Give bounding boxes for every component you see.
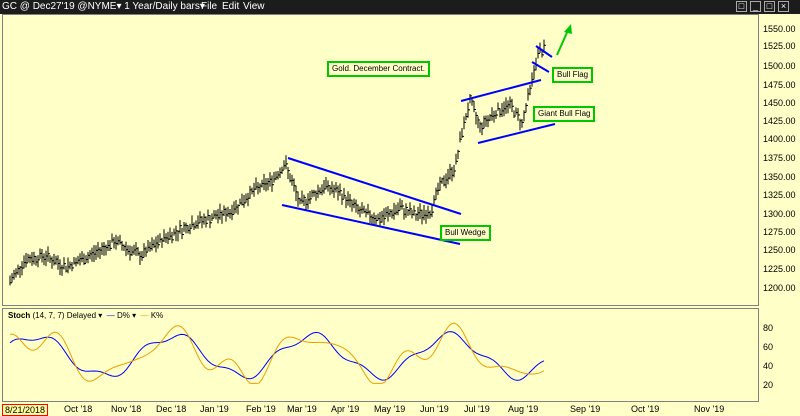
bull-flag-annotation: Bull Flag: [552, 67, 594, 83]
x-tick-label: Feb '19: [246, 404, 276, 414]
stoch-k-line: [10, 322, 545, 384]
x-tick-label: May '19: [374, 404, 406, 414]
x-tick-label: Jun '19: [420, 404, 449, 414]
k-legend-label: K%: [150, 311, 164, 320]
stoch-title: Stoch: [8, 311, 31, 320]
stoch-y-tick-label: 60: [763, 342, 774, 352]
k-legend-swatch: —: [140, 311, 149, 320]
stoch-d-line: [9, 331, 545, 381]
x-tick-label: Oct '18: [64, 404, 93, 414]
y-tick-label: 1500.00: [763, 61, 796, 71]
y-tick-label: 1425.00: [763, 116, 796, 126]
wedge-lower-trendline: [281, 204, 461, 245]
x-tick-label: Sep '19: [570, 404, 601, 414]
y-tick-label: 1550.00: [763, 24, 796, 34]
d-legend-label: D%: [117, 311, 130, 320]
stoch-legend: Stoch (14, 7, 7) Delayed ▾ — D% ▾ — K%: [8, 311, 163, 321]
y-tick-label: 1200.00: [763, 283, 796, 293]
y-tick-label: 1450.00: [763, 98, 796, 108]
x-tick-label: Jan '19: [200, 404, 229, 414]
y-tick-label: 1350.00: [763, 172, 796, 182]
arrow-head-icon: [564, 24, 572, 34]
flag-upper-trendline: [535, 45, 553, 58]
flag-lower-trendline: [531, 61, 550, 73]
y-tick-label: 1275.00: [763, 227, 796, 237]
stoch-y-tick-label: 20: [763, 380, 774, 390]
giant-flag-upper-trendline: [460, 79, 542, 102]
y-tick-label: 1250.00: [763, 245, 796, 255]
bull-wedge-annotation: Bull Wedge: [440, 225, 491, 241]
menu-edit[interactable]: Edit: [222, 1, 240, 12]
close-icon[interactable]: ×: [778, 1, 789, 12]
dropdown-icon[interactable]: ▾: [98, 311, 103, 320]
price-bars: [9, 39, 546, 286]
x-tick-label: Mar '19: [287, 404, 317, 414]
stoch-y-tick-label: 80: [763, 323, 774, 333]
y-tick-label: 1300.00: [763, 209, 796, 219]
chart-title-bar: GC @ Dec27'19 @NYME▾ 1 Year/Daily bars▾ …: [0, 0, 800, 14]
stoch-params: (14, 7, 7) Delayed: [32, 311, 97, 320]
stoch-y-tick-label: 40: [763, 361, 774, 371]
x-tick-label: Jul '19: [464, 404, 490, 414]
y-tick-label: 1475.00: [763, 80, 796, 90]
x-tick-label: Nov '19: [694, 404, 725, 414]
y-tick-label: 1525.00: [763, 41, 796, 51]
x-tick-label: Apr '19: [331, 404, 360, 414]
y-tick-label: 1400.00: [763, 134, 796, 144]
x-tick-label: Aug '19: [508, 404, 539, 414]
y-tick-label: 1225.00: [763, 264, 796, 274]
expand-icon[interactable]: □: [764, 1, 775, 12]
symbol-selector[interactable]: GC @ Dec27'19 @NYME▾ 1 Year/Daily bars▾: [2, 1, 205, 12]
x-tick-label: Nov '18: [111, 404, 142, 414]
giant-bull-flag-annotation: Giant Bull Flag: [533, 106, 596, 122]
wedge-upper-trendline: [287, 157, 462, 215]
x-tick-label: Oct '19: [631, 404, 660, 414]
chart-title-annotation: Gold. December Contract.: [327, 61, 430, 77]
restore-icon[interactable]: □: [736, 1, 747, 12]
d-legend-swatch: —: [106, 311, 115, 320]
y-tick-label: 1375.00: [763, 153, 796, 163]
giant-flag-lower-trendline: [477, 123, 556, 144]
menu-view[interactable]: View: [243, 1, 265, 12]
price-pane: [2, 14, 759, 306]
x-tick-label: Dec '18: [156, 404, 187, 414]
menu-file[interactable]: File: [201, 1, 218, 12]
y-tick-label: 1325.00: [763, 190, 796, 200]
stochastic-pane: [2, 308, 759, 402]
dropdown-icon[interactable]: ▾: [132, 311, 137, 320]
minimize-icon[interactable]: _: [750, 1, 761, 12]
